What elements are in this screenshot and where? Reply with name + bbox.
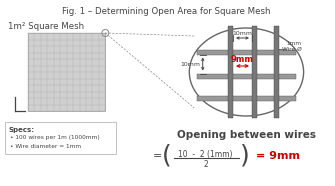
- Text: 1m² Square Mesh: 1m² Square Mesh: [8, 22, 84, 31]
- Bar: [274, 26, 279, 118]
- Bar: [197, 73, 296, 78]
- Text: Opening between wires: Opening between wires: [177, 130, 316, 140]
- Bar: [197, 95, 296, 100]
- Text: (: (: [162, 144, 172, 168]
- Text: Wire Ø: Wire Ø: [282, 47, 302, 52]
- Text: Specs:: Specs:: [9, 127, 35, 133]
- Bar: [197, 49, 296, 54]
- Bar: [28, 33, 105, 111]
- Bar: [228, 26, 233, 118]
- Text: =: =: [152, 151, 162, 161]
- Text: 10mm: 10mm: [232, 31, 253, 36]
- Text: • Wire diameter = 1mm: • Wire diameter = 1mm: [10, 144, 81, 149]
- Text: 10  -  2 (1mm): 10 - 2 (1mm): [179, 150, 233, 159]
- Bar: [252, 26, 257, 118]
- Text: = 9mm: = 9mm: [256, 151, 300, 161]
- Text: 2: 2: [203, 160, 208, 169]
- Text: ): ): [240, 144, 249, 168]
- Text: 9mm: 9mm: [231, 55, 254, 64]
- Text: 10mm: 10mm: [181, 62, 201, 67]
- Text: Fig. 1 – Determining Open Area for Square Mesh: Fig. 1 – Determining Open Area for Squar…: [62, 7, 270, 16]
- Text: 1mm: 1mm: [286, 41, 302, 46]
- Bar: [5, 122, 116, 154]
- Text: • 100 wires per 1m (1000mm): • 100 wires per 1m (1000mm): [10, 135, 100, 140]
